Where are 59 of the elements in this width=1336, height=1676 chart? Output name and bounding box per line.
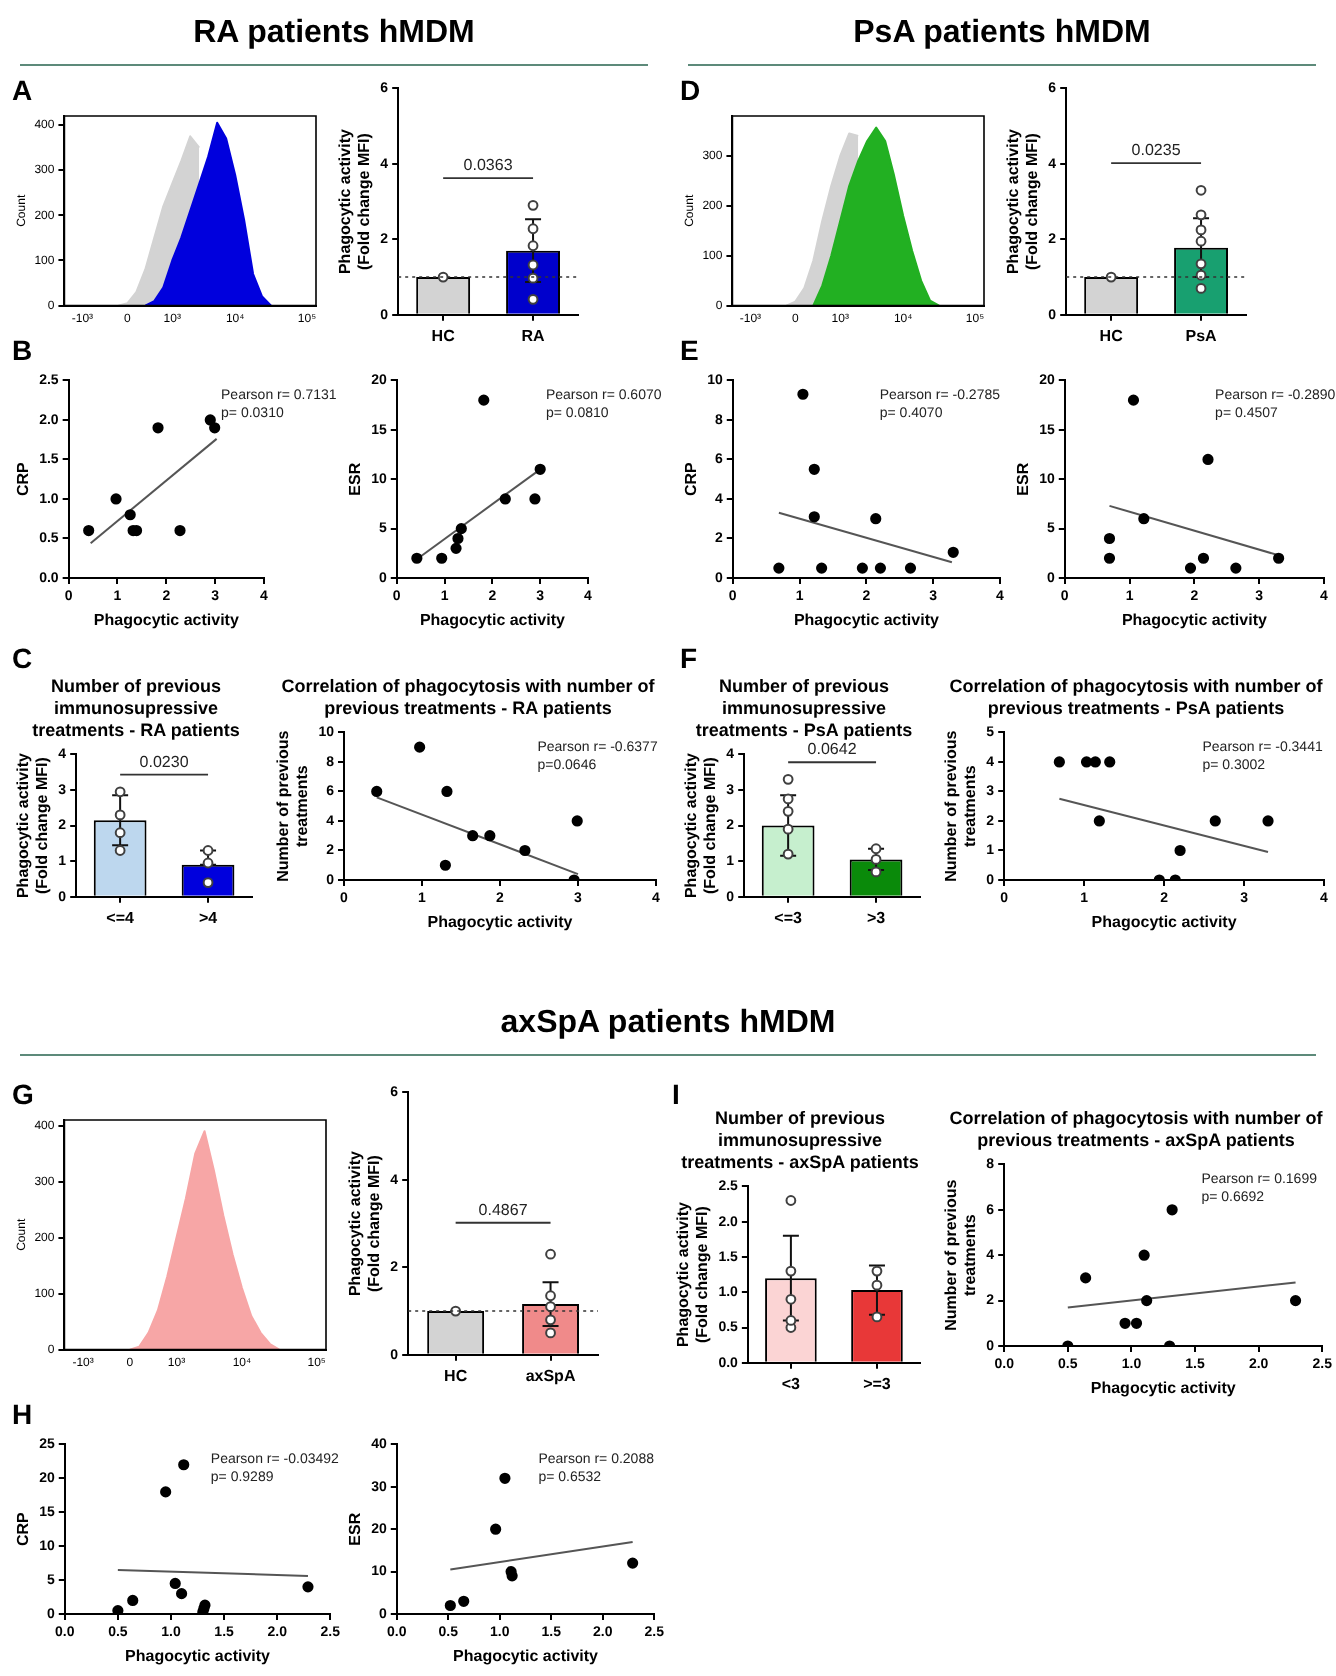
- y-axis-title: Number of previous treatments: [274, 729, 312, 882]
- x-tick-label: axSpA: [525, 1366, 576, 1385]
- y-axis-title: CRP: [14, 460, 33, 497]
- y-axis-title: Phagocytic activity (Fold change MFI): [1004, 128, 1042, 275]
- text: F: [680, 642, 698, 674]
- text: axSpA patients hMDM: [20, 1002, 1316, 1056]
- x-axis-title: Phagocytic activity: [793, 610, 940, 629]
- x-tick-label: <3: [781, 1374, 802, 1393]
- y-axis-title: Phagocytic activity (Fold change MFI): [14, 752, 52, 899]
- x-axis-title: Phagocytic activity: [125, 1646, 272, 1665]
- x-tick-label: >4: [198, 908, 219, 927]
- y-axis-title: CRP: [14, 1510, 33, 1547]
- x-axis-title: Phagocytic activity: [1090, 1378, 1237, 1397]
- chart-title: Number of previous immunosupressive treatments - PsA patients: [693, 676, 915, 742]
- x-tick-label: <=4: [106, 908, 136, 927]
- annotation: 0.4867: [478, 1200, 529, 1219]
- y-axis-title: CRP: [682, 460, 701, 497]
- y-axis-title: ESR: [346, 1512, 365, 1546]
- chart-title: Correlation of phagocytosis with number of previous treatments - axSpA patients: [947, 1108, 1325, 1152]
- x-axis-title: Phagocytic activity: [419, 610, 566, 629]
- x-tick-label: HC: [444, 1366, 468, 1385]
- chart-title: Number of previous immunosupressive treatments - RA patients: [30, 676, 242, 742]
- x-tick-label: >3: [866, 908, 887, 927]
- annotation: 0.0363: [463, 156, 514, 175]
- x-tick-label: >=3: [863, 1374, 892, 1393]
- text: D: [680, 74, 701, 106]
- y-axis-title: Phagocytic activity (Fold change MFI): [346, 1150, 384, 1297]
- y-axis-title: Phagocytic activity (Fold change MFI): [336, 128, 374, 275]
- x-tick-label: <=3: [774, 908, 804, 927]
- x-tick-label: RA: [521, 326, 546, 345]
- annotation: 0.0235: [1131, 141, 1182, 160]
- y-axis-title: Number of previous treatments: [942, 729, 980, 882]
- y-axis-title: Phagocytic activity (Fold change MFI): [674, 1201, 712, 1348]
- text: I: [672, 1078, 680, 1110]
- text: E: [680, 334, 699, 366]
- x-axis-title: Phagocytic activity: [93, 610, 240, 629]
- x-axis-title: Phagocytic activity: [427, 912, 574, 931]
- annotation: 0.0642: [807, 740, 858, 759]
- text: H: [12, 1398, 33, 1430]
- x-axis-title: Phagocytic activity: [1121, 610, 1268, 629]
- x-tick-label: HC: [1099, 326, 1124, 345]
- y-axis-title: ESR: [346, 462, 365, 496]
- text: G: [12, 1078, 34, 1110]
- text: B: [12, 334, 33, 366]
- x-axis-title: Phagocytic activity: [453, 1646, 600, 1665]
- y-axis-title: Number of previous treatments: [942, 1178, 980, 1331]
- text: PsA patients hMDM: [688, 12, 1316, 66]
- chart-title: Correlation of phagocytosis with number of previous treatments - PsA patients: [947, 676, 1325, 720]
- y-axis-title: Phagocytic activity (Fold change MFI): [682, 752, 720, 899]
- text: C: [12, 642, 33, 674]
- chart-title: Correlation of phagocytosis with number of previous treatments - RA patients: [279, 676, 657, 720]
- annotation: 0.0230: [139, 752, 190, 771]
- x-axis-title: Phagocytic activity: [1091, 912, 1238, 931]
- text: RA patients hMDM: [20, 12, 648, 66]
- y-axis-title: ESR: [1014, 462, 1033, 496]
- x-tick-label: HC: [431, 326, 456, 345]
- text: A: [12, 74, 33, 106]
- chart-title: Number of previous immunosupressive treatments - axSpA patients: [679, 1108, 921, 1174]
- x-tick-label: PsA: [1185, 326, 1218, 345]
